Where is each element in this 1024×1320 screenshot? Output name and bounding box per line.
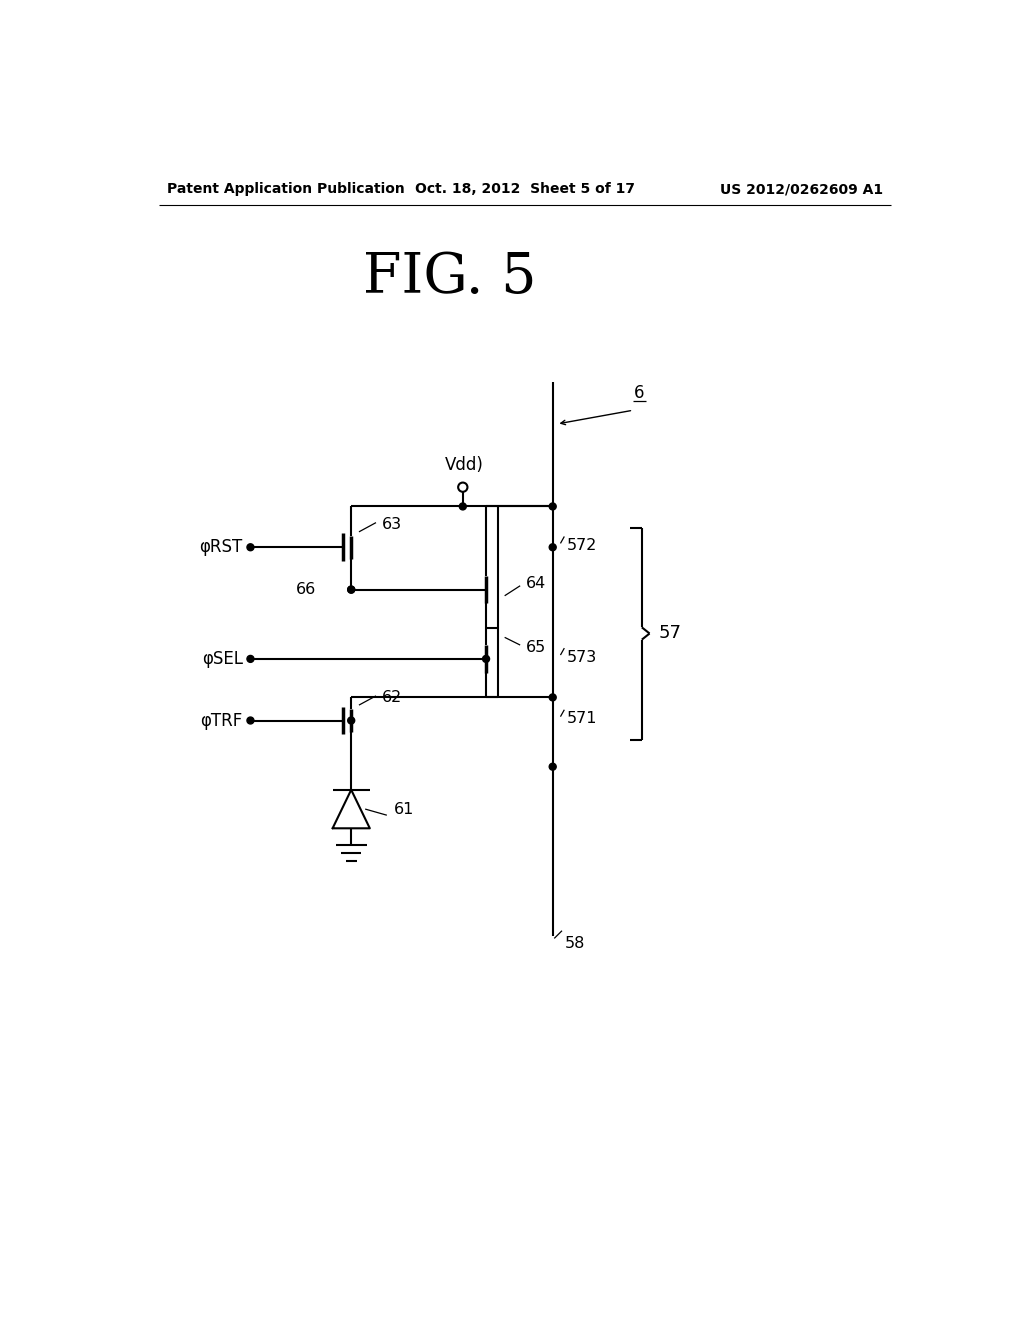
Text: 58: 58	[565, 936, 586, 952]
Text: 63: 63	[382, 516, 402, 532]
Text: 65: 65	[525, 640, 546, 655]
Text: 64: 64	[525, 576, 546, 591]
Text: Vdd): Vdd)	[444, 457, 483, 474]
Text: US 2012/0262609 A1: US 2012/0262609 A1	[721, 182, 884, 197]
Circle shape	[482, 656, 489, 663]
Circle shape	[460, 503, 466, 510]
Text: 61: 61	[394, 801, 414, 817]
Circle shape	[348, 586, 354, 593]
Circle shape	[247, 656, 254, 663]
Circle shape	[247, 717, 254, 723]
Circle shape	[549, 694, 556, 701]
Text: Patent Application Publication: Patent Application Publication	[167, 182, 404, 197]
Circle shape	[348, 586, 354, 593]
Circle shape	[549, 763, 556, 770]
Text: 572: 572	[566, 539, 597, 553]
Text: φRST: φRST	[200, 539, 243, 556]
Text: φSEL: φSEL	[202, 649, 243, 668]
Text: 6: 6	[634, 384, 645, 403]
Circle shape	[348, 717, 354, 723]
Text: 57: 57	[658, 624, 682, 643]
Text: FIG. 5: FIG. 5	[362, 251, 537, 305]
Text: 66: 66	[296, 582, 316, 597]
Circle shape	[549, 544, 556, 550]
Circle shape	[247, 544, 254, 550]
Circle shape	[549, 503, 556, 510]
Text: 573: 573	[566, 649, 597, 665]
Text: φTRF: φTRF	[201, 711, 243, 730]
Text: 571: 571	[566, 711, 597, 726]
Text: 62: 62	[382, 690, 402, 705]
Text: Oct. 18, 2012  Sheet 5 of 17: Oct. 18, 2012 Sheet 5 of 17	[415, 182, 635, 197]
